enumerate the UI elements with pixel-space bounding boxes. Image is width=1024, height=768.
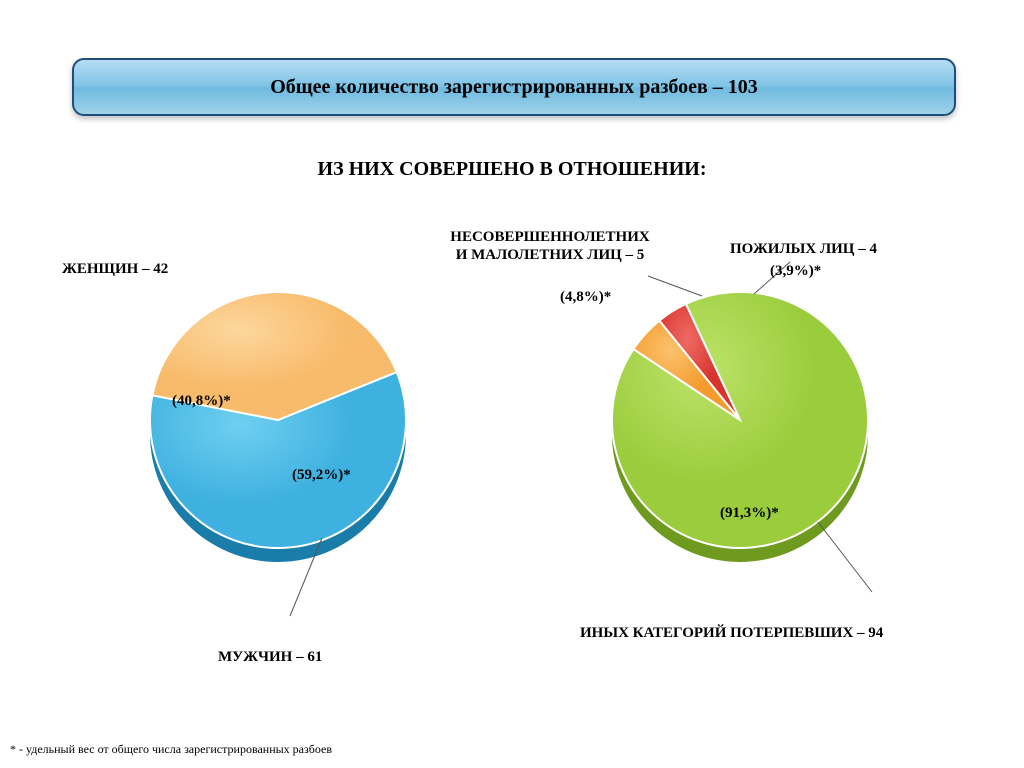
label-minors: НЕСОВЕРШЕННОЛЕТНИХИ МАЛОЛЕТНИХ ЛИЦ – 5: [430, 228, 670, 264]
footnote: * - удельный вес от общего числа зарегис…: [10, 742, 332, 757]
label-elderly: ПОЖИЛЫХ ЛИЦ – 4: [730, 240, 877, 258]
subtitle: ИЗ НИХ СОВЕРШЕНО В ОТНОШЕНИИ:: [0, 158, 1024, 181]
pie-chart-gender: [110, 252, 446, 608]
label-other: ИНЫХ КАТЕГОРИЙ ПОТЕРПЕВШИХ – 94: [580, 624, 883, 642]
title-text: Общее количество зарегистрированных разб…: [270, 76, 758, 99]
pie-chart-categories: [572, 252, 908, 608]
label-other-pct: (91,3%)*: [720, 504, 779, 522]
label-men: МУЖЧИН – 61: [218, 648, 322, 666]
label-pct-men: (59,2%)*: [292, 466, 351, 484]
title-banner: Общее количество зарегистрированных разб…: [72, 58, 956, 116]
subtitle-text: ИЗ НИХ СОВЕРШЕНО В ОТНОШЕНИИ:: [318, 158, 707, 180]
label-women: ЖЕНЩИН – 42: [62, 260, 168, 278]
label-pct-women: (40,8%)*: [172, 392, 231, 410]
label-elderly-pct: (3,9%)*: [770, 262, 821, 280]
label-minors-pct: (4,8%)*: [560, 288, 611, 306]
